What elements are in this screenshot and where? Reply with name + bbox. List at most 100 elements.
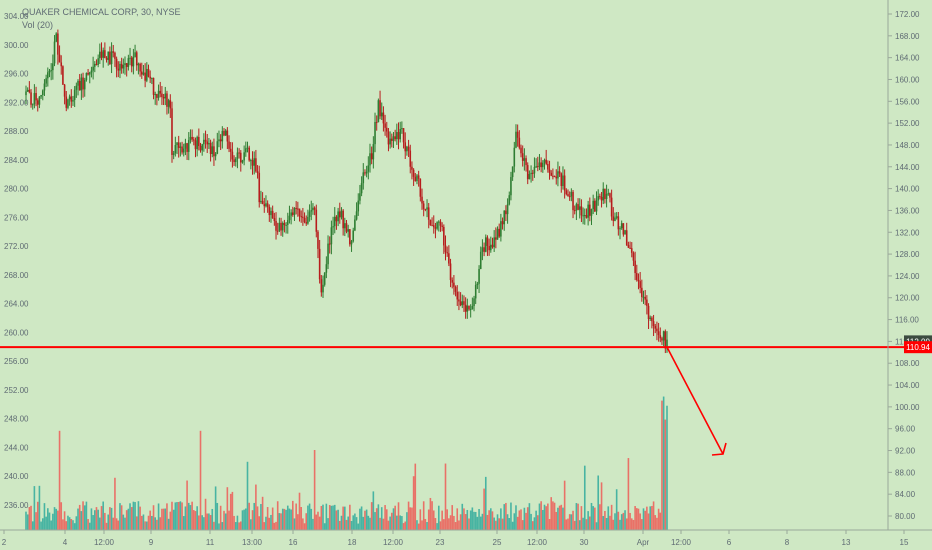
candle-body bbox=[374, 122, 376, 145]
volume-bar bbox=[335, 510, 338, 530]
candle-body bbox=[515, 131, 517, 148]
volume-bar bbox=[385, 509, 388, 530]
volume-bar bbox=[340, 515, 343, 530]
volume-bar bbox=[389, 516, 391, 530]
volume-bar bbox=[154, 517, 157, 530]
volume-bar bbox=[320, 505, 323, 530]
volume-bar bbox=[117, 520, 120, 530]
volume-bar bbox=[620, 514, 623, 530]
volume-bar bbox=[439, 521, 442, 530]
candle-body bbox=[73, 89, 76, 100]
candle-body bbox=[164, 93, 167, 99]
volume-bar bbox=[337, 509, 339, 530]
candle-body bbox=[617, 216, 620, 230]
volume-bar bbox=[211, 508, 214, 530]
candle-body bbox=[639, 281, 641, 288]
x-axis-tick-10: 25 bbox=[493, 538, 502, 547]
candle-body bbox=[109, 51, 111, 65]
candle-body bbox=[355, 211, 358, 220]
volume-bar bbox=[578, 520, 581, 530]
candle-body bbox=[135, 52, 138, 66]
volume-bar bbox=[122, 514, 125, 530]
candle-body bbox=[453, 282, 455, 287]
candle-body bbox=[285, 224, 287, 226]
volume-bar bbox=[239, 521, 242, 530]
candle-body bbox=[328, 243, 331, 245]
volume-bar bbox=[198, 515, 200, 530]
volume-bar bbox=[602, 516, 605, 530]
volume-bar bbox=[424, 518, 427, 530]
candle-body bbox=[129, 57, 131, 59]
volume-bar bbox=[77, 508, 79, 530]
candle-body bbox=[599, 196, 601, 198]
candle-body bbox=[325, 264, 328, 273]
candle-body bbox=[627, 245, 630, 248]
candle-body bbox=[58, 54, 61, 63]
candle-body bbox=[50, 70, 52, 72]
volume-bar bbox=[147, 515, 150, 530]
candle-body bbox=[503, 210, 506, 225]
volume-bar bbox=[223, 510, 225, 530]
volume-bar bbox=[639, 513, 641, 530]
volume-bar bbox=[646, 506, 648, 530]
candle-body bbox=[256, 171, 259, 173]
candle-body bbox=[349, 229, 351, 245]
right-axis-tick-5: 152.00 bbox=[895, 119, 920, 128]
candle-body bbox=[397, 132, 400, 140]
volume-bar bbox=[256, 506, 259, 530]
volume-bar bbox=[295, 503, 297, 530]
volume-bar bbox=[619, 519, 621, 530]
candle-body bbox=[174, 145, 177, 154]
left-axis-tick-3: 292.00 bbox=[4, 98, 29, 107]
candle-body bbox=[607, 193, 610, 195]
volume-bar bbox=[130, 507, 133, 530]
candle-body bbox=[609, 193, 611, 198]
volume-bar bbox=[325, 503, 328, 530]
candle-body bbox=[594, 200, 596, 212]
volume-bar bbox=[134, 502, 136, 530]
volume-bar bbox=[305, 513, 308, 530]
x-axis-tick-5: 13:00 bbox=[242, 538, 263, 547]
volume-bar bbox=[114, 477, 116, 530]
candle-body bbox=[122, 65, 125, 69]
volume-bar bbox=[110, 507, 113, 530]
volume-bar bbox=[315, 514, 318, 530]
volume-bar bbox=[241, 510, 244, 530]
candle-body bbox=[90, 70, 93, 73]
candle-body bbox=[248, 147, 250, 161]
candle-body bbox=[189, 136, 192, 141]
volume-bar bbox=[444, 463, 447, 530]
volume-bar bbox=[226, 487, 229, 530]
volume-bar bbox=[161, 508, 163, 530]
volume-bar bbox=[36, 501, 39, 530]
candle-body bbox=[184, 143, 187, 149]
volume-bar bbox=[104, 512, 106, 530]
candle-body bbox=[412, 169, 415, 177]
candle-body bbox=[213, 146, 215, 157]
candle-body bbox=[70, 96, 73, 102]
volume-bar bbox=[624, 510, 626, 530]
candle-body bbox=[468, 305, 470, 310]
volume-bar bbox=[208, 513, 210, 530]
volume-bar bbox=[218, 523, 220, 530]
volume-bar bbox=[323, 523, 326, 530]
candle-body bbox=[181, 146, 183, 153]
candle-body bbox=[622, 223, 625, 235]
volume-bar bbox=[515, 505, 517, 530]
candle-body bbox=[159, 90, 162, 94]
volume-bar bbox=[47, 508, 49, 530]
candle-body bbox=[251, 160, 254, 166]
right-axis-tick-8: 140.00 bbox=[895, 185, 920, 194]
volume-bar bbox=[224, 513, 227, 530]
projection-arrow[interactable] bbox=[666, 346, 727, 456]
candle-body bbox=[228, 141, 230, 149]
volume-bar bbox=[25, 511, 27, 530]
x-axis-tick-1: 4 bbox=[63, 538, 68, 547]
volume-bar bbox=[253, 502, 256, 530]
volume-bar bbox=[174, 502, 177, 530]
volume-bar bbox=[396, 515, 398, 530]
volume-bar bbox=[213, 521, 215, 530]
volume-bar bbox=[657, 508, 660, 530]
volume-bar bbox=[292, 500, 294, 530]
